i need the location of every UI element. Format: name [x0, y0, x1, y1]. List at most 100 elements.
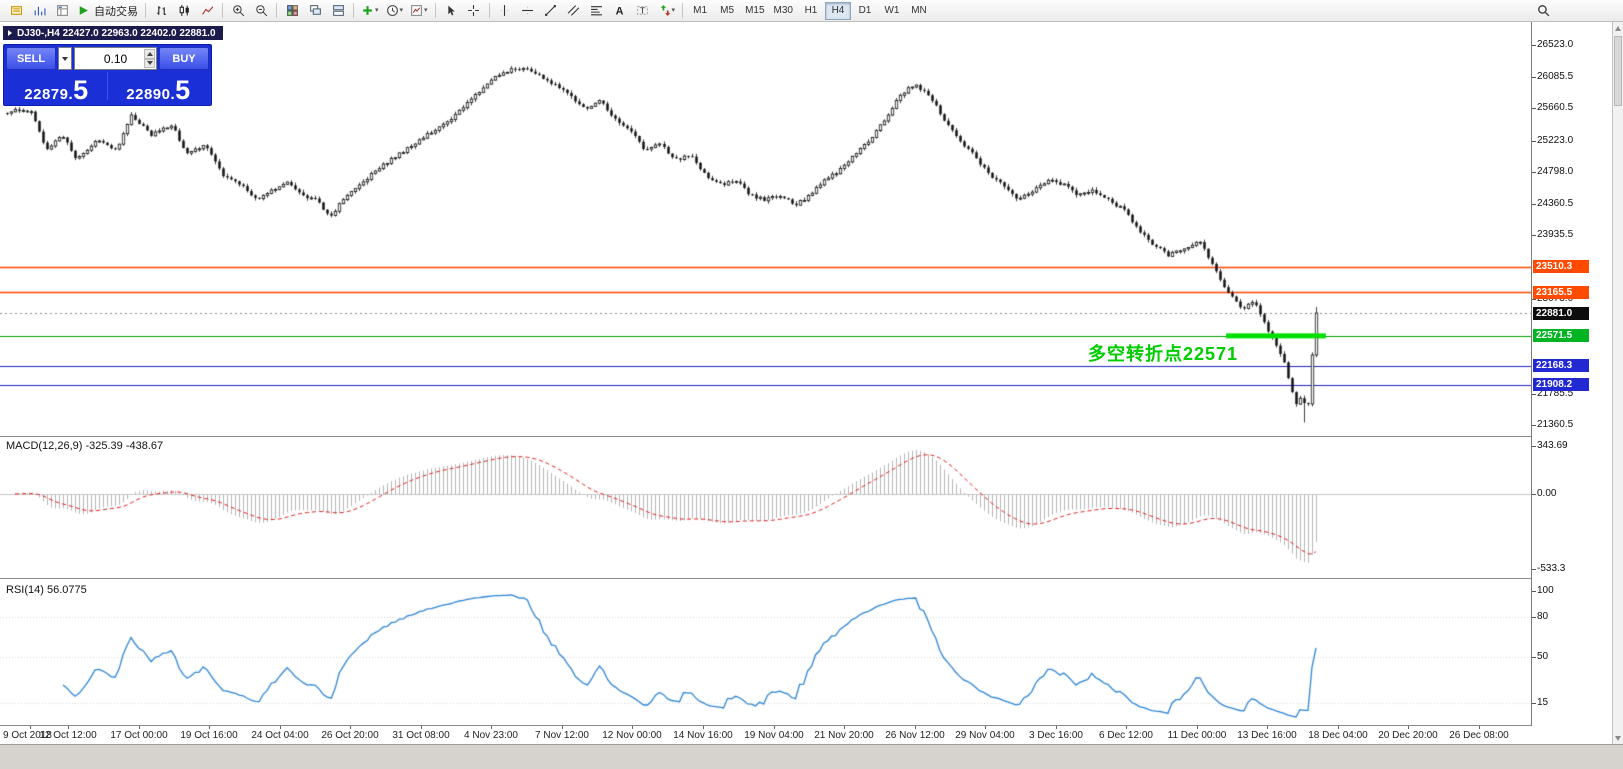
- chart-title-text: DJ30-,H4 22427.0 22963.0 22402.0 22881.0: [17, 27, 216, 39]
- horizontal-line-icon: [522, 6, 533, 15]
- text-label-button[interactable]: T: [632, 1, 654, 21]
- trendline-icon: [545, 5, 556, 16]
- price-axis[interactable]: 26523.0 26085.5 25660.5 25223.0 24798.0 24360…: [1531, 22, 1612, 726]
- time-label: 26 Nov 12:00: [885, 730, 945, 741]
- vertical-line-button[interactable]: [494, 1, 516, 21]
- market-watch-icon: [56, 5, 68, 16]
- buy-button[interactable]: BUY: [159, 47, 209, 70]
- volume-input[interactable]: 0.10: [74, 47, 157, 70]
- arrows-button[interactable]: ▾: [655, 1, 679, 21]
- time-label: 14 Nov 16:00: [673, 730, 733, 741]
- candlestick-button[interactable]: [173, 1, 195, 21]
- time-label: 7 Nov 12:00: [535, 730, 589, 741]
- auto-trading-button[interactable]: 自动交易: [74, 1, 141, 21]
- price-line-badge: 23165.5: [1533, 286, 1589, 299]
- templates-button[interactable]: ▾: [407, 1, 431, 21]
- price-tick: 24798.0: [1537, 166, 1574, 177]
- timeframe-h4-button[interactable]: H4: [824, 1, 851, 20]
- market-watch-button[interactable]: [51, 1, 73, 21]
- price-tick: 26523.0: [1537, 39, 1574, 50]
- chart-canvas[interactable]: [0, 22, 1531, 725]
- time-tick-mark: [1267, 726, 1268, 729]
- timeframe-mn-button[interactable]: MN: [906, 2, 932, 20]
- zoom-out-button[interactable]: [250, 1, 272, 21]
- search-icon: [1537, 5, 1549, 17]
- timeframe-m5-button[interactable]: M5: [714, 2, 740, 20]
- status-strip: [0, 744, 1623, 769]
- rsi-axis-label: 15: [1537, 697, 1549, 708]
- axis-tick-mark: [1532, 299, 1536, 300]
- axis-tick-mark: [1532, 77, 1536, 78]
- time-label: 24 Oct 04:00: [251, 730, 309, 741]
- equidistant-channel-button[interactable]: [563, 1, 585, 21]
- arrow-down-icon: [146, 61, 153, 66]
- pane-separator[interactable]: [0, 578, 1612, 579]
- sell-button[interactable]: SELL: [6, 47, 56, 70]
- time-tick-mark: [1056, 726, 1057, 729]
- time-axis[interactable]: 9 Oct 2018 12 Oct 12:00 17 Oct 00:00 19 Oct…: [0, 726, 1612, 744]
- volume-step-down-button[interactable]: [144, 58, 155, 68]
- search-button[interactable]: [1532, 1, 1554, 21]
- tile-horizontal-button[interactable]: [327, 1, 349, 21]
- timeframe-w1-button[interactable]: W1: [879, 2, 905, 20]
- toolbar: 自动交易 ▾ ▾ ▾ A T ▾ M1 M5 M15 M30 H1 H4 D1 W1 MN: [0, 0, 1623, 22]
- price-tick: 25660.5: [1537, 102, 1574, 113]
- time-tick-mark: [1126, 726, 1127, 729]
- time-tick-mark: [1479, 726, 1480, 729]
- cascade-windows-button[interactable]: [304, 1, 326, 21]
- time-tick-mark: [915, 726, 916, 729]
- timeframe-h1-button[interactable]: H1: [798, 2, 824, 20]
- time-tick-mark: [844, 726, 845, 729]
- volume-preset-dropdown[interactable]: [58, 47, 72, 70]
- one-click-trading-panel: SELL 0.10 BUY 22879.5 22890.5: [3, 44, 212, 106]
- scroll-down-button[interactable]: [1613, 732, 1623, 744]
- axis-tick-mark: [1532, 617, 1536, 618]
- timeframe-d1-button[interactable]: D1: [852, 2, 878, 20]
- tile-windows-button[interactable]: [281, 1, 303, 21]
- price-tick: 24360.5: [1537, 198, 1574, 209]
- charts-button[interactable]: [28, 1, 50, 21]
- time-label: 19 Oct 16:00: [180, 730, 238, 741]
- trendline-button[interactable]: [540, 1, 562, 21]
- time-tick-mark: [632, 726, 633, 729]
- new-order-button[interactable]: [5, 1, 27, 21]
- text-button[interactable]: A: [609, 1, 631, 21]
- zoom-in-button[interactable]: [227, 1, 249, 21]
- rsi-axis-label: 50: [1537, 651, 1549, 662]
- timeframe-m15-button[interactable]: M15: [741, 2, 768, 20]
- price-tick: 21360.5: [1537, 419, 1574, 430]
- toolbar-separator: [353, 3, 354, 18]
- horizontal-line-button[interactable]: [517, 1, 539, 21]
- time-label: 20 Dec 20:00: [1378, 730, 1438, 741]
- indicators-button[interactable]: ▾: [358, 1, 382, 21]
- indicators-icon: [363, 6, 372, 15]
- fibonacci-button[interactable]: [586, 1, 608, 21]
- order-prices-row: 22879.5 22890.5: [4, 70, 211, 105]
- rsi-axis-label: 80: [1537, 611, 1549, 622]
- candlestick-icon: [179, 5, 189, 16]
- time-tick-mark: [1338, 726, 1339, 729]
- scrollbar-thumb[interactable]: [1614, 36, 1622, 106]
- volume-step-up-button[interactable]: [144, 49, 155, 59]
- time-tick-mark: [68, 726, 69, 729]
- cursor-button[interactable]: [440, 1, 462, 21]
- scroll-up-button[interactable]: [1613, 22, 1623, 34]
- time-tick-mark: [774, 726, 775, 729]
- timeframe-m30-button[interactable]: M30: [770, 2, 797, 20]
- periods-icon: [386, 5, 398, 16]
- axis-tick-mark: [1532, 657, 1536, 658]
- vertical-scrollbar[interactable]: [1612, 22, 1623, 744]
- pane-separator[interactable]: [0, 436, 1612, 437]
- crosshair-button[interactable]: [463, 1, 485, 21]
- volume-stepper[interactable]: [144, 49, 155, 68]
- axis-tick-mark: [1532, 108, 1536, 109]
- pivot-annotation-text[interactable]: 多空转折点22571: [1088, 344, 1239, 364]
- periods-button[interactable]: ▾: [383, 1, 407, 21]
- arrow-up-icon: [1615, 25, 1621, 31]
- bar-chart-button[interactable]: [150, 1, 172, 21]
- timeframe-m1-button[interactable]: M1: [687, 2, 713, 20]
- arrows-icon: [660, 5, 671, 16]
- bar-chart-icon: [156, 6, 166, 15]
- line-chart-button[interactable]: [196, 1, 218, 21]
- arrow-up-icon: [146, 51, 153, 56]
